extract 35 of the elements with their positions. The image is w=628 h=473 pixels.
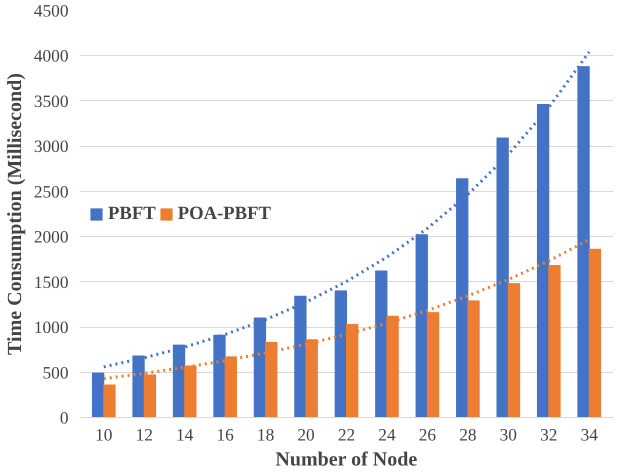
x-tick-label: 10 <box>95 426 112 444</box>
x-tick-label: 32 <box>540 426 558 444</box>
y-tick-label: 2000 <box>34 228 68 247</box>
bar <box>467 300 480 418</box>
x-tick-label: 14 <box>176 426 194 444</box>
y-tick-label: 1500 <box>34 272 68 292</box>
x-tick-label: 34 <box>580 426 598 444</box>
x-tick-label: 24 <box>378 426 396 444</box>
x-tick-label: 28 <box>459 426 477 444</box>
x-tick-label: 22 <box>338 426 356 444</box>
y-tick-label: 3000 <box>34 137 68 156</box>
x-tick-label: 26 <box>418 426 436 444</box>
legend-label: POA-PBFT <box>178 202 271 224</box>
bar <box>375 270 388 418</box>
x-tick-label: 12 <box>136 426 153 444</box>
bar <box>588 248 602 418</box>
x-axis-title: Number of Node <box>275 448 418 470</box>
bar <box>508 283 520 418</box>
bar <box>92 372 104 418</box>
y-tick-label: 2500 <box>34 182 68 202</box>
y-axis-title: Time Consumption (Millisecond) <box>4 73 26 355</box>
y-tick-label: 3500 <box>34 92 68 111</box>
y-tick-label: 1000 <box>34 318 68 338</box>
y-tick-label: 500 <box>42 363 69 382</box>
y-tick-label: 4000 <box>34 46 68 66</box>
legend-label: PBFT <box>108 202 156 224</box>
bar <box>548 265 561 418</box>
x-tick-label: 20 <box>297 426 315 444</box>
x-tick-label: 18 <box>256 426 274 444</box>
x-tick-label: 30 <box>500 426 517 444</box>
y-tick-label: 4500 <box>34 2 68 20</box>
bar <box>334 290 347 418</box>
y-tick-label: 0 <box>60 408 69 428</box>
bar <box>103 384 116 418</box>
x-tick-label: 16 <box>216 426 234 444</box>
